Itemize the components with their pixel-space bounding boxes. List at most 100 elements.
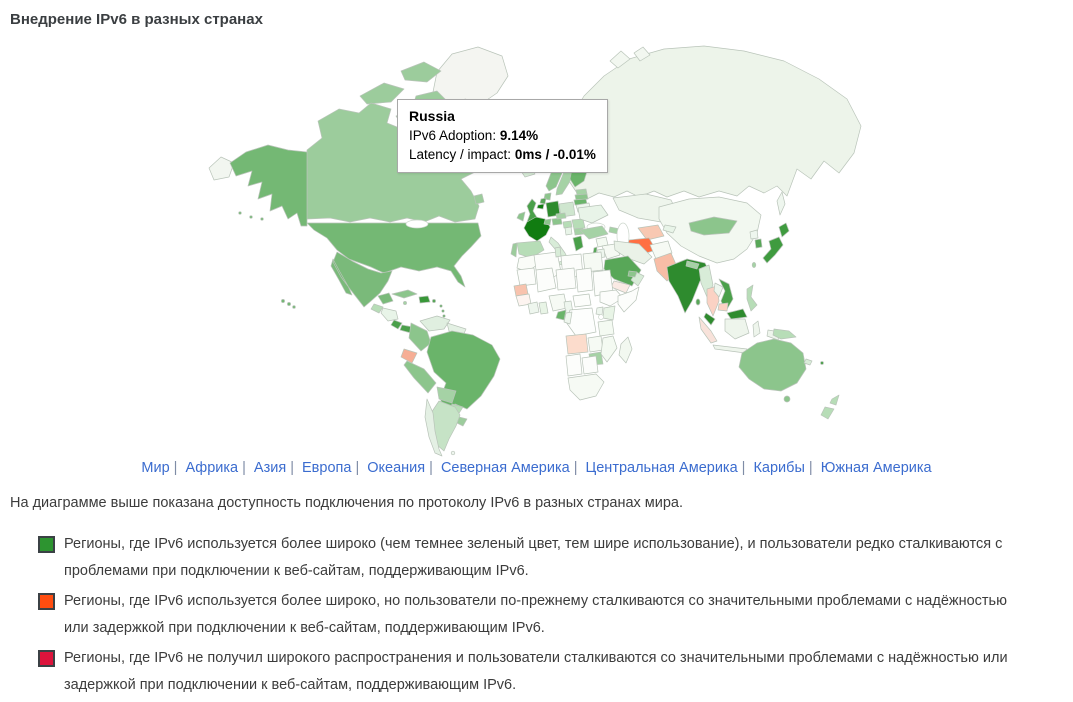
- antilles-island[interactable]: [441, 309, 445, 313]
- region-link-central-america[interactable]: Центральная Америка: [585, 460, 738, 476]
- country-new-caledonia[interactable]: [803, 358, 813, 366]
- country-romania[interactable]: [571, 218, 586, 230]
- country-malaysia[interactable]: [703, 308, 748, 326]
- country-netherlands[interactable]: [539, 197, 547, 205]
- country-hawaii[interactable]: [287, 302, 291, 306]
- country-falklands[interactable]: [450, 450, 456, 456]
- aleutian-island[interactable]: [260, 217, 264, 221]
- country-somalia[interactable]: [617, 286, 640, 313]
- region-link-south-america[interactable]: Южная Америка: [820, 460, 932, 476]
- country-venezuela[interactable]: [419, 315, 451, 332]
- country-russia[interactable]: [559, 45, 862, 200]
- country-canada-islands[interactable]: [359, 61, 448, 129]
- country-gabon[interactable]: [555, 309, 567, 321]
- country-kyrgyzstan[interactable]: [662, 224, 677, 234]
- country-ukraine[interactable]: [577, 204, 609, 224]
- country-newfoundland[interactable]: [473, 193, 485, 205]
- country-latvia[interactable]: [574, 193, 589, 201]
- country-australia[interactable]: [738, 338, 807, 392]
- country-kenya[interactable]: [602, 305, 616, 321]
- country-costa-rica[interactable]: [390, 319, 403, 330]
- region-link-oceania[interactable]: Океания: [367, 460, 426, 476]
- country-ethiopia[interactable]: [599, 289, 624, 307]
- country-puerto-rico[interactable]: [432, 299, 436, 303]
- country-congo[interactable]: [563, 311, 573, 325]
- country-mongolia[interactable]: [688, 216, 738, 236]
- region-link-europe[interactable]: Европа: [302, 460, 352, 476]
- region-link-north-america[interactable]: Северная Америка: [440, 460, 570, 476]
- country-laos[interactable]: [713, 282, 724, 298]
- country-svalbard[interactable]: [609, 46, 651, 69]
- country-new-zealand[interactable]: [820, 394, 840, 420]
- country-alaska[interactable]: [229, 144, 308, 227]
- region-link-asia[interactable]: Азия: [253, 460, 287, 476]
- country-uzbekistan[interactable]: [637, 224, 665, 241]
- country-japan[interactable]: [762, 222, 790, 264]
- country-zambia[interactable]: [587, 335, 604, 353]
- country-chile[interactable]: [424, 398, 443, 457]
- country-france[interactable]: [523, 216, 551, 242]
- country-chukotka-wrap[interactable]: [208, 156, 235, 181]
- region-link-world[interactable]: Мир: [141, 460, 170, 476]
- country-greece[interactable]: [572, 235, 584, 252]
- country-niger[interactable]: [555, 267, 577, 291]
- country-iran[interactable]: [613, 240, 653, 265]
- country-taiwan[interactable]: [751, 262, 757, 268]
- country-jamaica[interactable]: [403, 301, 407, 305]
- country-egypt[interactable]: [582, 251, 604, 273]
- country-hungary[interactable]: [562, 220, 573, 229]
- country-south-korea[interactable]: [754, 238, 763, 249]
- country-ivory-coast[interactable]: [527, 301, 540, 315]
- country-spain[interactable]: [516, 240, 545, 259]
- country-cuba[interactable]: [391, 289, 418, 299]
- country-bolivia[interactable]: [436, 386, 457, 404]
- country-turkey[interactable]: [579, 225, 609, 240]
- country-south-africa[interactable]: [567, 373, 605, 401]
- country-botswana[interactable]: [581, 355, 599, 375]
- aleutian-island[interactable]: [238, 211, 242, 215]
- country-uganda[interactable]: [595, 306, 604, 316]
- country-brazil[interactable]: [426, 330, 501, 412]
- country-mauritania[interactable]: [516, 267, 537, 287]
- country-portugal[interactable]: [510, 242, 518, 258]
- antilles-island[interactable]: [439, 304, 443, 308]
- country-czechia[interactable]: [555, 212, 567, 220]
- country-ireland[interactable]: [516, 211, 526, 222]
- region-link-africa[interactable]: Африка: [185, 460, 239, 476]
- country-honduras[interactable]: [380, 307, 399, 322]
- country-guatemala[interactable]: [370, 303, 384, 314]
- aleutian-island[interactable]: [249, 215, 253, 219]
- country-peru[interactable]: [403, 360, 437, 394]
- country-tasmania[interactable]: [783, 395, 791, 403]
- country-switzerland[interactable]: [543, 218, 552, 226]
- country-philippines[interactable]: [746, 284, 758, 312]
- country-central-african-republic[interactable]: [572, 293, 592, 308]
- country-hispaniola[interactable]: [418, 295, 431, 304]
- country-chad[interactable]: [575, 267, 594, 293]
- country-uae[interactable]: [627, 270, 638, 278]
- country-sakhalin[interactable]: [776, 191, 786, 216]
- country-tanzania[interactable]: [597, 319, 615, 337]
- country-fiji[interactable]: [820, 361, 824, 365]
- country-ecuador[interactable]: [400, 348, 418, 364]
- country-hawaii[interactable]: [292, 305, 296, 309]
- country-mali[interactable]: [535, 267, 557, 293]
- country-north-korea[interactable]: [749, 229, 759, 240]
- country-angola[interactable]: [565, 333, 589, 355]
- region-link-caribbean[interactable]: Карибы: [753, 460, 805, 476]
- country-sri-lanka[interactable]: [695, 298, 701, 306]
- country-tunisia[interactable]: [554, 246, 562, 258]
- country-nepal[interactable]: [685, 260, 700, 270]
- country-serbia[interactable]: [564, 226, 573, 236]
- antilles-island[interactable]: [442, 314, 446, 318]
- country-usa[interactable]: [306, 222, 482, 288]
- country-papua-new-guinea[interactable]: [772, 328, 797, 340]
- country-mexico[interactable]: [330, 251, 394, 308]
- country-madagascar[interactable]: [618, 336, 633, 364]
- country-mozambique[interactable]: [600, 335, 618, 363]
- country-namibia[interactable]: [565, 353, 583, 377]
- country-colombia[interactable]: [408, 322, 432, 352]
- country-cambodia[interactable]: [717, 302, 729, 312]
- country-sumatra[interactable]: [698, 316, 718, 344]
- country-belgium[interactable]: [536, 203, 545, 210]
